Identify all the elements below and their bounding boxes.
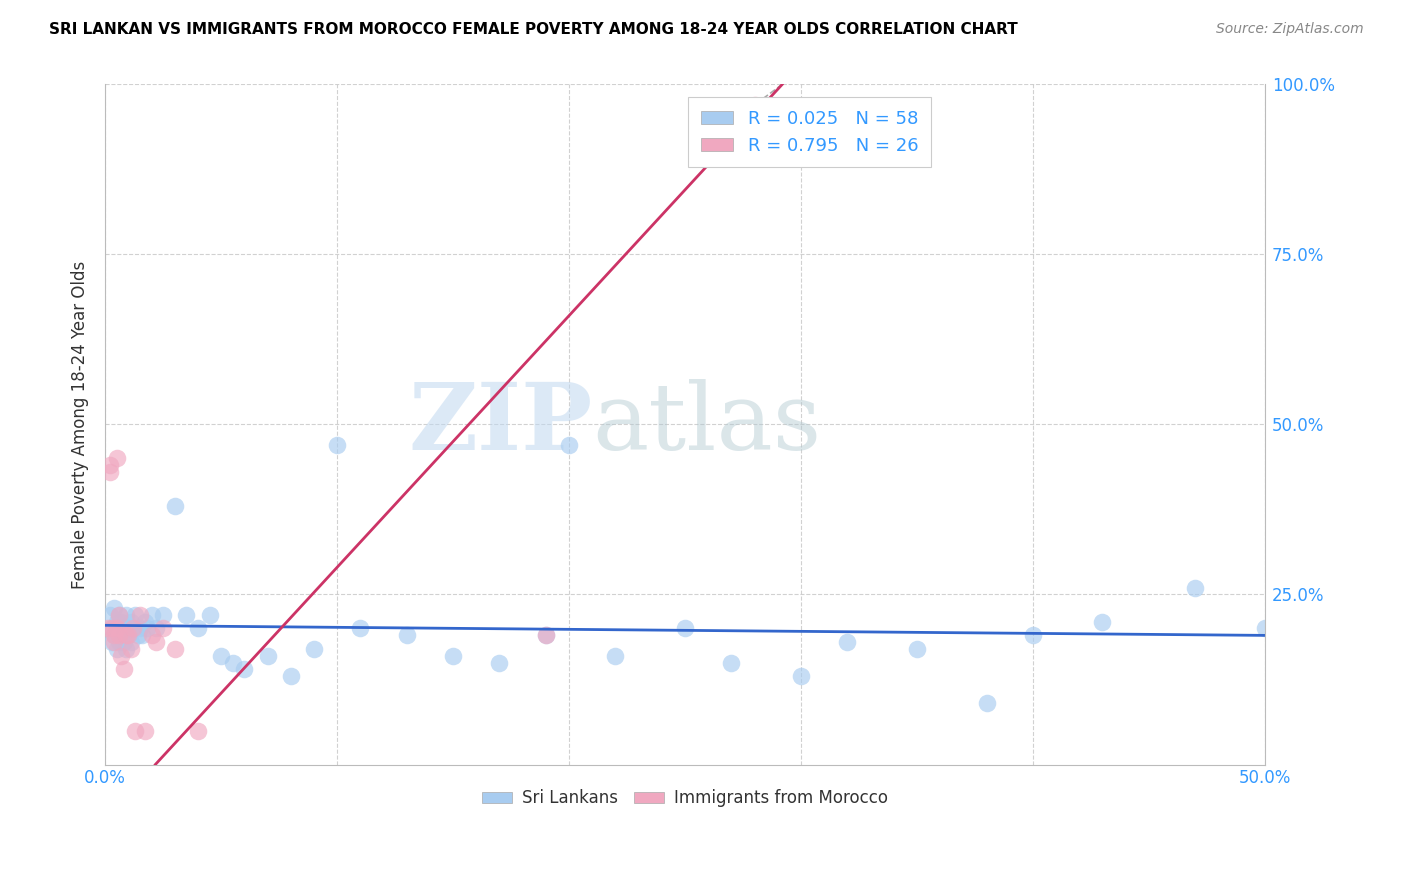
Point — [152, 622, 174, 636]
Point — [441, 648, 464, 663]
Point — [163, 641, 186, 656]
Point — [395, 628, 418, 642]
Point — [152, 607, 174, 622]
Point — [105, 622, 128, 636]
Point — [1091, 615, 1114, 629]
Point — [134, 615, 156, 629]
Point — [673, 622, 696, 636]
Point — [108, 635, 131, 649]
Point — [127, 628, 149, 642]
Point — [120, 635, 142, 649]
Point — [124, 723, 146, 738]
Point — [122, 622, 145, 636]
Point — [141, 607, 163, 622]
Point — [222, 656, 245, 670]
Point — [534, 628, 557, 642]
Point — [96, 622, 118, 636]
Point — [131, 628, 153, 642]
Text: ZIP: ZIP — [408, 379, 592, 469]
Point — [120, 615, 142, 629]
Point — [101, 622, 124, 636]
Point — [105, 451, 128, 466]
Text: Source: ZipAtlas.com: Source: ZipAtlas.com — [1216, 22, 1364, 37]
Y-axis label: Female Poverty Among 18-24 Year Olds: Female Poverty Among 18-24 Year Olds — [72, 260, 89, 589]
Point — [115, 641, 138, 656]
Point — [187, 622, 209, 636]
Point — [720, 656, 742, 670]
Point — [115, 607, 138, 622]
Point — [120, 641, 142, 656]
Point — [187, 723, 209, 738]
Point — [198, 607, 221, 622]
Point — [233, 662, 256, 676]
Point — [112, 622, 135, 636]
Point — [349, 622, 371, 636]
Point — [326, 438, 349, 452]
Point — [558, 438, 581, 452]
Point — [1254, 622, 1277, 636]
Point — [108, 628, 131, 642]
Point — [103, 601, 125, 615]
Point — [112, 635, 135, 649]
Point — [134, 723, 156, 738]
Point — [103, 628, 125, 642]
Point — [534, 628, 557, 642]
Point — [209, 648, 232, 663]
Point — [280, 669, 302, 683]
Point — [108, 607, 131, 622]
Point — [103, 635, 125, 649]
Point — [110, 628, 132, 642]
Point — [117, 628, 139, 642]
Text: atlas: atlas — [592, 379, 821, 469]
Point — [108, 607, 131, 622]
Point — [112, 662, 135, 676]
Point — [117, 622, 139, 636]
Point — [101, 635, 124, 649]
Point — [129, 622, 152, 636]
Point — [117, 628, 139, 642]
Point — [110, 615, 132, 629]
Point — [129, 607, 152, 622]
Point — [744, 98, 766, 112]
Point — [837, 635, 859, 649]
Point — [905, 641, 928, 656]
Point — [110, 648, 132, 663]
Point — [163, 499, 186, 513]
Point — [101, 622, 124, 636]
Point — [145, 635, 167, 649]
Point — [976, 696, 998, 710]
Point — [115, 628, 138, 642]
Point — [105, 622, 128, 636]
Point — [141, 628, 163, 642]
Point — [1184, 581, 1206, 595]
Point — [105, 641, 128, 656]
Point — [605, 648, 627, 663]
Point — [98, 607, 121, 622]
Point — [98, 458, 121, 473]
Point — [176, 607, 198, 622]
Point — [105, 615, 128, 629]
Legend: Sri Lankans, Immigrants from Morocco: Sri Lankans, Immigrants from Morocco — [475, 782, 896, 814]
Point — [136, 622, 159, 636]
Point — [488, 656, 510, 670]
Point — [145, 622, 167, 636]
Point — [302, 641, 325, 656]
Point — [790, 669, 813, 683]
Point — [103, 628, 125, 642]
Point — [256, 648, 278, 663]
Point — [1022, 628, 1045, 642]
Text: SRI LANKAN VS IMMIGRANTS FROM MOROCCO FEMALE POVERTY AMONG 18-24 YEAR OLDS CORRE: SRI LANKAN VS IMMIGRANTS FROM MOROCCO FE… — [49, 22, 1018, 37]
Point — [98, 465, 121, 479]
Point — [122, 622, 145, 636]
Point — [124, 607, 146, 622]
